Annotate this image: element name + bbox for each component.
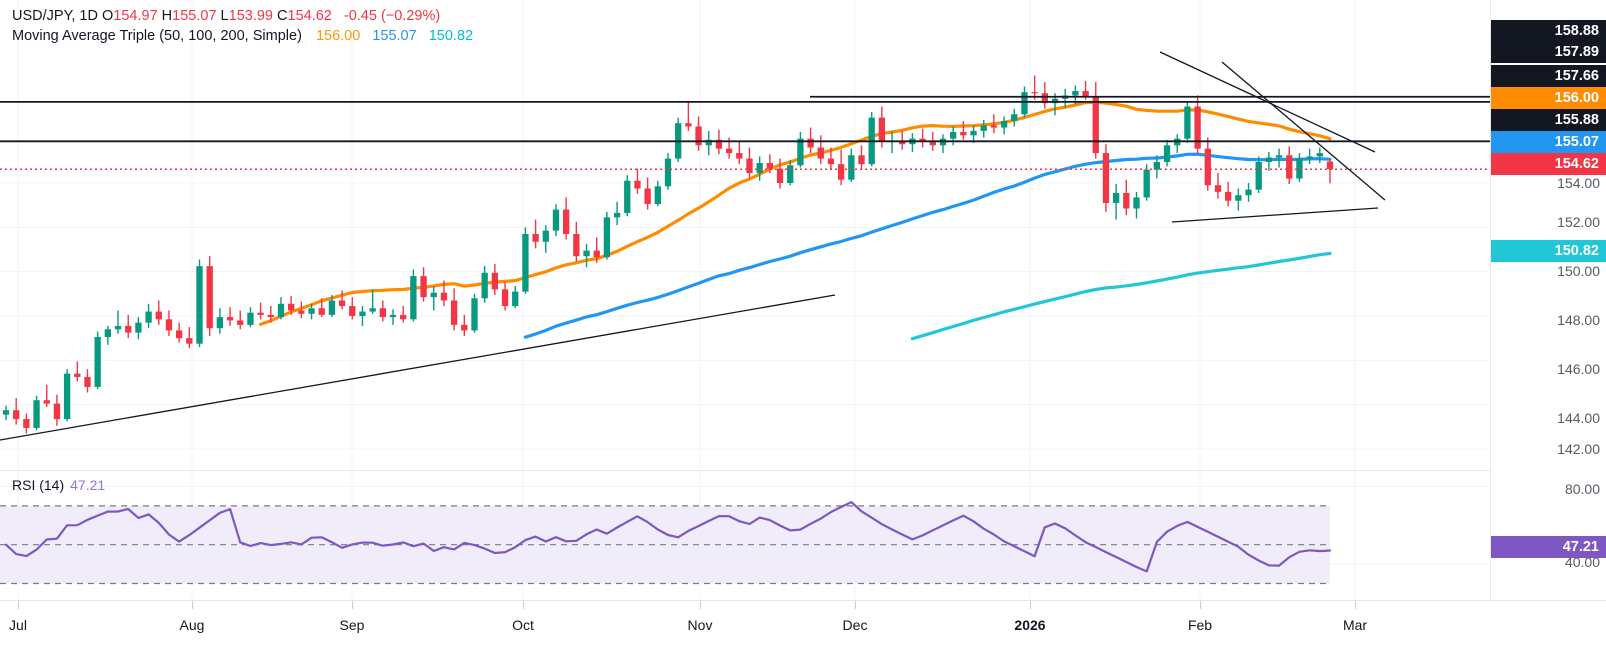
time-axis-label: 2026	[1014, 617, 1046, 633]
price-axis-badge[interactable]: 155.07	[1491, 131, 1606, 153]
time-axis-tick	[1030, 601, 1031, 609]
price-axis-badge[interactable]: 150.82	[1491, 240, 1606, 262]
price-axis-tick: 148.00	[1557, 312, 1600, 328]
price-pane[interactable]	[0, 0, 1490, 470]
time-axis-tick	[352, 601, 353, 609]
time-axis-label: Mar	[1342, 617, 1368, 633]
time-axis-tick	[523, 601, 524, 609]
price-axis-tick: 152.00	[1557, 214, 1600, 230]
time-axis-label: Oct	[512, 617, 534, 633]
rsi-pane[interactable]	[0, 471, 1490, 599]
time-axis-tick	[700, 601, 701, 609]
time-axis-label: Dec	[842, 617, 868, 633]
price-axis-tick: 144.00	[1557, 410, 1600, 426]
price-axis-badge[interactable]: 155.88	[1491, 109, 1606, 131]
price-axis-badge[interactable]: 157.89	[1491, 41, 1606, 63]
time-axis-label: Feb	[1187, 617, 1213, 633]
time-axis[interactable]: Jul Aug Sep Oct Nov Dec 2026 Feb Mar	[0, 600, 1606, 650]
price-axis-badge[interactable]: 47.21	[1491, 536, 1606, 558]
price-axis-badge[interactable]: 156.00	[1491, 87, 1606, 109]
price-axis-tick: 40.00	[1564, 554, 1600, 570]
rsi-plot	[0, 471, 1490, 599]
time-axis-label: Jul	[9, 617, 27, 633]
price-axis-tick: 150.00	[1557, 263, 1600, 279]
time-axis-tick	[192, 601, 193, 609]
time-axis-tick	[855, 601, 856, 609]
price-axis-badge[interactable]: 154.62	[1491, 153, 1606, 175]
time-axis-tick	[1355, 601, 1356, 609]
price-axis-badge[interactable]: 157.66	[1491, 65, 1606, 87]
time-axis-tick	[1200, 601, 1201, 609]
price-axis-tick: 146.00	[1557, 361, 1600, 377]
time-axis-label: Nov	[687, 617, 713, 633]
price-axis-badge[interactable]: 158.88	[1491, 20, 1606, 42]
price-axis[interactable]: 154.00 152.00 150.00 148.00 146.00 144.00 142.…	[1490, 0, 1606, 600]
time-axis-label: Sep	[339, 617, 365, 633]
pane-divider	[0, 470, 1606, 471]
price-axis-tick: 80.00	[1564, 481, 1600, 497]
time-axis-tick	[18, 601, 19, 609]
price-axis-tick: 154.00	[1557, 175, 1600, 191]
time-axis-label: Aug	[179, 617, 205, 633]
price-plot	[0, 0, 1490, 470]
price-axis-tick: 142.00	[1557, 441, 1600, 457]
